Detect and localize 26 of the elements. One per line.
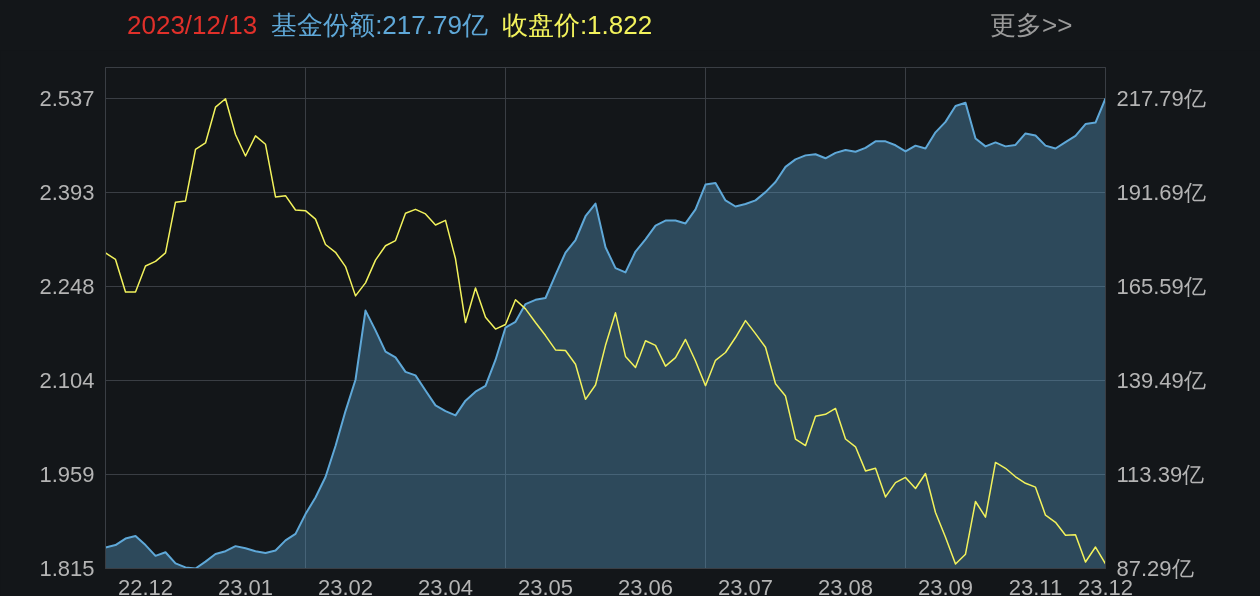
- x-tick-label: 23.05: [517, 574, 574, 596]
- y2-tick-label: 113.39亿: [1116, 462, 1205, 487]
- y-tick-label: 2.248: [39, 274, 95, 300]
- y-tick-label: 2.393: [39, 179, 95, 205]
- y2-tick-label: 191.69亿: [1116, 180, 1206, 206]
- x-tick-label: 23.07: [717, 574, 774, 596]
- x-tick-label: 23.08: [817, 574, 874, 596]
- y-tick-label: 2.537: [39, 86, 95, 112]
- x-tick-label: 23.06: [617, 574, 674, 596]
- chart-title: 2023/12/13: [127, 10, 258, 40]
- y-tick-label: 1.959: [39, 462, 95, 488]
- text: 收盘价:1.822: [501, 10, 653, 40]
- y2-tick-label: 87.29亿: [1116, 556, 1194, 581]
- y-tick-label: 2.104: [39, 367, 95, 393]
- y-tick-label: 1.815: [39, 556, 95, 581]
- x-tick-label: 23.04: [417, 574, 474, 596]
- x-tick-label: 23.01: [217, 574, 274, 596]
- x-tick-label: 23.09: [917, 574, 974, 596]
- x-tick-label: 23.11: [1008, 574, 1063, 596]
- text: 更多>>: [990, 9, 1073, 42]
- x-tick-label: 23.02: [317, 574, 374, 596]
- text: 基金份额:217.79亿: [271, 10, 488, 40]
- y2-tick-label: 217.79亿: [1116, 86, 1206, 112]
- y2-tick-label: 165.59亿: [1116, 274, 1206, 300]
- y2-tick-label: 139.49亿: [1116, 368, 1206, 393]
- x-tick-label: 22.12: [117, 574, 174, 596]
